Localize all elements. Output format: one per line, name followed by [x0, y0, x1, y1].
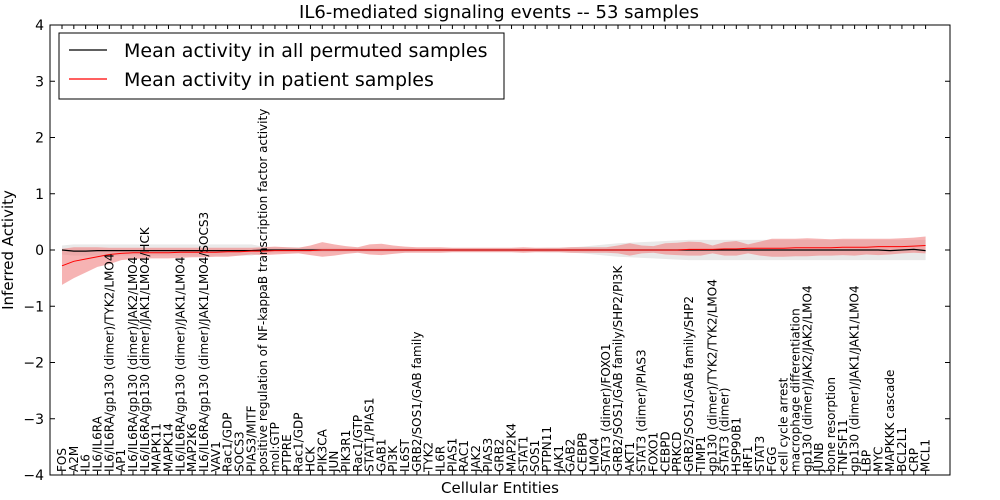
chart-title: IL6-mediated signaling events -- 53 samp… — [299, 2, 699, 23]
x-tick-label: CEBPD — [658, 431, 672, 472]
x-tick-label: PIK3CA — [315, 428, 329, 472]
x-tick-label: bone resorption — [824, 377, 838, 472]
x-tick-label: IL6/IL6RA/gp130 (dimer)/JAK1/LMO4/HCK — [138, 226, 152, 472]
x-tick-label: GAB2 — [564, 439, 578, 472]
x-tick-label: BCL2L1 — [895, 427, 909, 472]
x-tick-label: TIMP1 — [694, 436, 708, 473]
x-tick-label: STAT1 — [516, 436, 530, 472]
x-tick-label: JUN — [327, 451, 341, 473]
x-tick-label: PIAS3 — [481, 438, 495, 472]
x-tick-label: IL6/IL6RA/gp130 (dimer)/JAK1/LMO4/SOCS3 — [197, 212, 211, 472]
x-tick-label: PTPRE — [280, 434, 294, 472]
x-tick-label: IL6/IL6RA/gp130 (dimer)/JAK1/LMO4 — [173, 257, 187, 472]
x-tick-label: Rac1/GTP — [351, 415, 365, 472]
y-tick-label: 0 — [35, 243, 44, 259]
x-tick-label: MAPKKK cascade — [883, 370, 897, 472]
y-tick-label: −4 — [23, 468, 44, 484]
x-tick-label: STAT3 (dimer) — [718, 388, 732, 472]
x-tick-label: TNFSF11 — [836, 419, 850, 473]
y-tick-label: 4 — [35, 18, 44, 34]
x-tick-label: IRF1 — [741, 446, 755, 472]
legend-label-permuted: Mean activity in all permuted samples — [124, 40, 487, 62]
x-tick-label: MAPK14 — [162, 423, 176, 472]
legend: Mean activity in all permuted samples Me… — [58, 32, 505, 100]
x-axis-title: Cellular Entities — [441, 479, 559, 497]
x-tick-label: RAC1 — [457, 440, 471, 472]
x-tick-label: IL6ST — [398, 439, 412, 472]
x-tick-label: macrophage differentiation — [789, 308, 803, 472]
y-axis: −4 −3 −2 −1 0 1 2 3 4 — [23, 18, 950, 484]
x-tick-label: AP1 — [114, 449, 128, 472]
x-tick-label: Rac1/GDP — [292, 413, 306, 472]
x-tick-label: SOCS3 — [232, 431, 246, 472]
x-tick-label: PIAS1 — [445, 438, 459, 472]
x-tick-label: gp130 (dimer)/TYK2/TYK2/LMO4 — [706, 279, 720, 472]
x-tick-label: LBP — [859, 450, 873, 472]
x-tick-label: JAK1 — [552, 445, 566, 473]
x-tick-label: GRB2/SOS1/GAB family/SHP2/PI3K — [611, 264, 625, 472]
y-tick-label: 2 — [35, 131, 44, 147]
x-tick-label: positive regulation of NF-kappaB transcr… — [256, 109, 270, 472]
x-tick-label: IL6/IL6RA/gp130 (dimer)/JAK2/LMO4 — [126, 257, 140, 472]
x-tick-label: IL6/IL6RA — [91, 415, 105, 472]
y-tick-label: −1 — [23, 299, 44, 315]
series-1-confidence-band — [62, 236, 926, 285]
x-tick-label: GAB1 — [374, 439, 388, 472]
x-tick-label: IL6/IL6RA/gp130 (dimer)/TYK2/LMO4 — [102, 253, 116, 472]
series-1-line — [61, 245, 926, 267]
x-tick-label: AKT1 — [623, 442, 637, 472]
x-tick-label: STAT3 — [753, 436, 767, 472]
x-tick-label: CEBPB — [576, 432, 590, 472]
x-tick-label: JAK2 — [469, 445, 483, 473]
legend-box — [58, 32, 505, 100]
x-tick-label: STAT3 (dimer)/FOXO1 — [599, 343, 613, 472]
x-tick-label: GRB2/SOS1/GAB family — [410, 332, 424, 473]
x-tick-label: MYC — [871, 447, 885, 472]
x-tick-label: HSP90B1 — [729, 417, 743, 472]
x-tick-label: STAT3 (dimer)/PIAS3 — [635, 349, 649, 472]
x-tick-label: cell cycle arrest — [777, 377, 791, 472]
x-tick-label: PI3K — [386, 445, 400, 472]
x-tick-label: MAP2K4 — [505, 423, 519, 472]
plot-area — [61, 236, 926, 285]
x-tick-label: IL6R — [434, 446, 448, 472]
x-tick-label: IL6 — [79, 454, 93, 472]
x-tick-label: SOS1 — [528, 440, 542, 472]
x-tick-label: STAT1/PIAS1 — [363, 397, 377, 472]
x-tick-label: gp130 (dimer)/JAK1/JAK1/LMO4 — [848, 285, 862, 472]
x-tick-label: MCL1 — [919, 439, 933, 472]
x-tick-label: LMO4 — [587, 438, 601, 472]
x-tick-label: FGG — [765, 447, 779, 473]
x-tick-label: GRB2 — [493, 438, 507, 472]
y-tick-label: 1 — [35, 187, 44, 203]
x-tick-label: MAP2K6 — [185, 423, 199, 472]
x-tick-label: FOXO1 — [647, 432, 661, 472]
x-tick-label: GRB2/SOS1/GAB family/SHP2 — [682, 296, 696, 472]
x-tick-label: TYK2 — [422, 442, 436, 473]
x-tick-label: PIAS3/MITF — [244, 405, 258, 472]
y-tick-label: −2 — [23, 356, 44, 372]
legend-label-patient: Mean activity in patient samples — [124, 69, 434, 91]
x-tick-label: PRKCD — [670, 432, 684, 472]
x-tick-label: PIK3R1 — [339, 430, 353, 472]
x-tick-label: CRP — [907, 448, 921, 472]
y-axis-title: Inferred Activity — [0, 190, 17, 310]
x-tick-label: HCK — [303, 446, 317, 472]
x-tick-label: VAV1 — [209, 441, 223, 472]
x-tick-label: FOS — [55, 448, 69, 472]
x-tick-label: MAPK11 — [150, 423, 164, 472]
x-tick-label: mol:GTP — [268, 422, 282, 472]
x-tick-label: Rac1/GDP — [221, 413, 235, 472]
x-tick-label: gp130 (dimer)/JAK2/JAK2/LMO4 — [800, 285, 814, 472]
x-tick-label: A2M — [67, 446, 81, 472]
y-tick-label: −3 — [23, 412, 44, 428]
x-tick-label: JUNB — [812, 442, 826, 473]
y-tick-label: 3 — [35, 74, 44, 90]
x-tick-label: PTPN11 — [540, 426, 554, 472]
